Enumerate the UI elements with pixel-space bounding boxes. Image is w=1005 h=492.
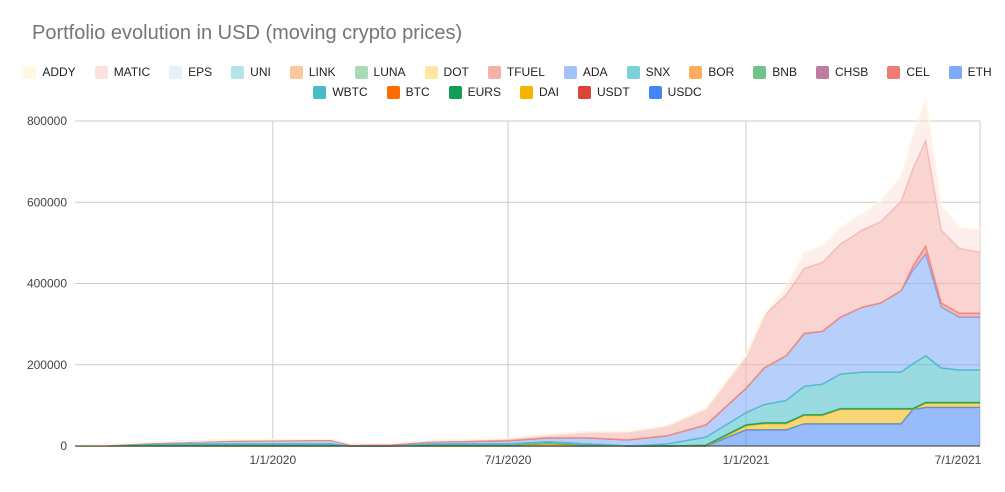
legend-item-eps: EPS [169,65,212,79]
legend-swatch [231,65,245,79]
legend-item-eurs: EURS [448,85,501,99]
legend-label: CEL [906,65,930,79]
legend-label: TFUEL [506,65,545,79]
legend-swatch [648,85,662,99]
legend-label: EPS [188,65,213,79]
legend-swatch [354,65,368,79]
legend-swatch [815,65,829,79]
legend-swatch [563,65,577,79]
legend-row: WBTC BTC EURS DAI USDT USDC [20,82,995,102]
legend-label: UNI [250,65,271,79]
legend-item-usdt: USDT [578,85,630,99]
legend-label: BTC [405,85,430,99]
legend-label: USDT [597,85,630,99]
legend-item-cel: CEL [887,65,930,79]
series-line-addy [74,99,981,447]
legend-item-bor: BOR [689,65,734,79]
legend-swatch [519,85,533,99]
legend-swatch [169,65,183,79]
series-area-eth [75,254,980,446]
x-tick-label: 7/1/2020 [485,453,532,467]
legend-item-matic: MATIC [94,65,151,79]
legend-item-usdc: USDC [648,85,702,99]
chart-title: Portfolio evolution in USD (moving crypt… [32,22,463,44]
legend-label: LUNA [373,65,406,79]
legend-swatch [948,65,962,79]
legend-item-link: LINK [289,65,336,79]
legend-swatch [448,85,462,99]
legend-label: DOT [443,65,469,79]
legend-label: DAI [538,85,559,99]
legend-item-addy: ADDY [23,65,76,79]
y-tick-label: 800000 [27,114,67,128]
legend-swatch [753,65,767,79]
y-tick-label: 400000 [27,277,67,291]
series-area-wbtc [75,355,980,446]
series-area-matic [75,99,980,447]
legend-label: USDC [667,85,702,99]
legend-label: MATIC [113,65,151,79]
legend: ADDY MATIC EPS UNI LINK LUNA DOT TFUEL ADA SNX BOR… [20,62,995,102]
legend-swatch [578,85,591,99]
legend-item-luna: LUNA [354,65,406,79]
legend-label: BNB [772,65,797,79]
legend-swatch [424,65,438,79]
legend-swatch [94,65,108,79]
legend-item-bnb: BNB [753,65,797,79]
legend-item-eth: ETH [948,65,992,79]
legend-label: ADA [582,65,608,79]
legend-swatch [887,65,901,79]
legend-swatch [487,65,501,79]
y-tick-label: 600000 [27,195,67,209]
legend-item-ada: ADA [563,65,608,79]
legend-swatch [289,65,303,79]
series-line-cel [74,244,980,447]
y-tick-label: 0 [60,439,67,453]
y-tick-label: 200000 [27,358,67,372]
legend-item-dot: DOT [424,65,469,79]
legend-item-tfuel: TFUEL [487,65,545,79]
legend-swatch [689,65,703,79]
legend-label: SNX [645,65,671,79]
legend-swatch [386,85,400,99]
legend-label: ADDY [42,65,76,79]
legend-row: ADDY MATIC EPS UNI LINK LUNA DOT TFUEL ADA SNX BOR… [20,62,995,82]
x-tick-label: 1/1/2021 [723,453,770,467]
legend-swatch [313,85,327,99]
legend-label: ETH [967,65,992,79]
legend-item-chsb: CHSB [815,65,869,79]
legend-item-btc: BTC [386,85,430,99]
legend-item-dai: DAI [519,85,559,99]
legend-item-wbtc: WBTC [313,85,368,99]
legend-swatch [626,65,640,79]
legend-item-uni: UNI [231,65,271,79]
series-area-dai [75,403,980,446]
legend-swatch [23,65,37,79]
legend-label: BOR [708,65,735,79]
legend-item-snx: SNX [626,65,671,79]
legend-label: WBTC [332,85,368,99]
series-area-usdc [75,407,980,446]
legend-label: CHSB [834,65,869,79]
legend-label: EURS [467,85,501,99]
series-area-tfuel [75,140,980,446]
x-tick-label: 1/1/2020 [249,453,296,467]
legend-label: LINK [308,65,336,79]
x-tick-label: 7/1/2021 [935,453,982,467]
